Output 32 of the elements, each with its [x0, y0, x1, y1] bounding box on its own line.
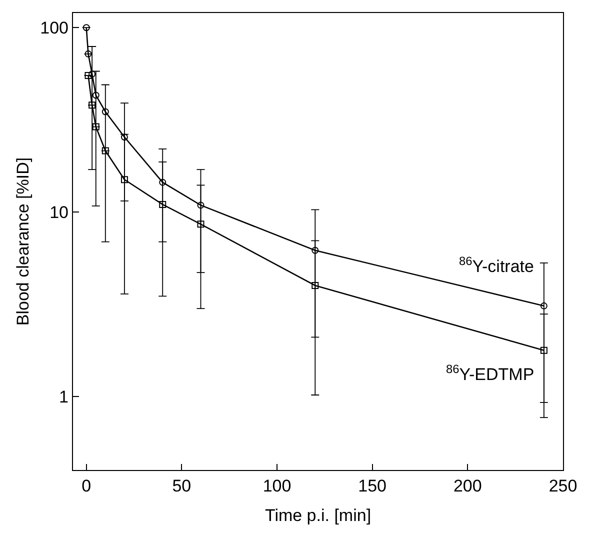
point [84, 72, 92, 80]
x-tick-label: 0 [82, 476, 92, 496]
x-tick-label: 100 [262, 476, 292, 496]
point [540, 302, 548, 310]
point [84, 50, 92, 58]
y-tick-label: 1 [59, 388, 68, 407]
series-label: $^{86}$Y-citrate [459, 254, 534, 276]
point [120, 134, 128, 141]
series-label: $^{86}$Y-EDTMP [446, 362, 534, 384]
x-tick-label: 50 [172, 476, 192, 496]
point [88, 70, 96, 78]
point [540, 346, 548, 354]
point [82, 24, 90, 32]
x-tick-label: 250 [548, 476, 578, 496]
y-tick-label: 10 [50, 203, 68, 222]
point [197, 202, 204, 209]
point [102, 108, 109, 116]
y-axis-title: Blood clearance [%ID] [14, 157, 33, 326]
point [120, 176, 128, 184]
point [159, 178, 166, 186]
point [312, 282, 319, 290]
x-tick-label: 200 [453, 476, 482, 496]
point [92, 123, 100, 130]
x-axis-title: Time p.i. [min] [264, 506, 372, 525]
point [312, 246, 319, 254]
point [88, 102, 96, 109]
point [92, 92, 100, 99]
point [197, 220, 204, 228]
point [159, 200, 166, 208]
y-tick-label: 100 [40, 18, 68, 38]
x-tick-label: 150 [358, 476, 387, 496]
point [102, 147, 109, 154]
